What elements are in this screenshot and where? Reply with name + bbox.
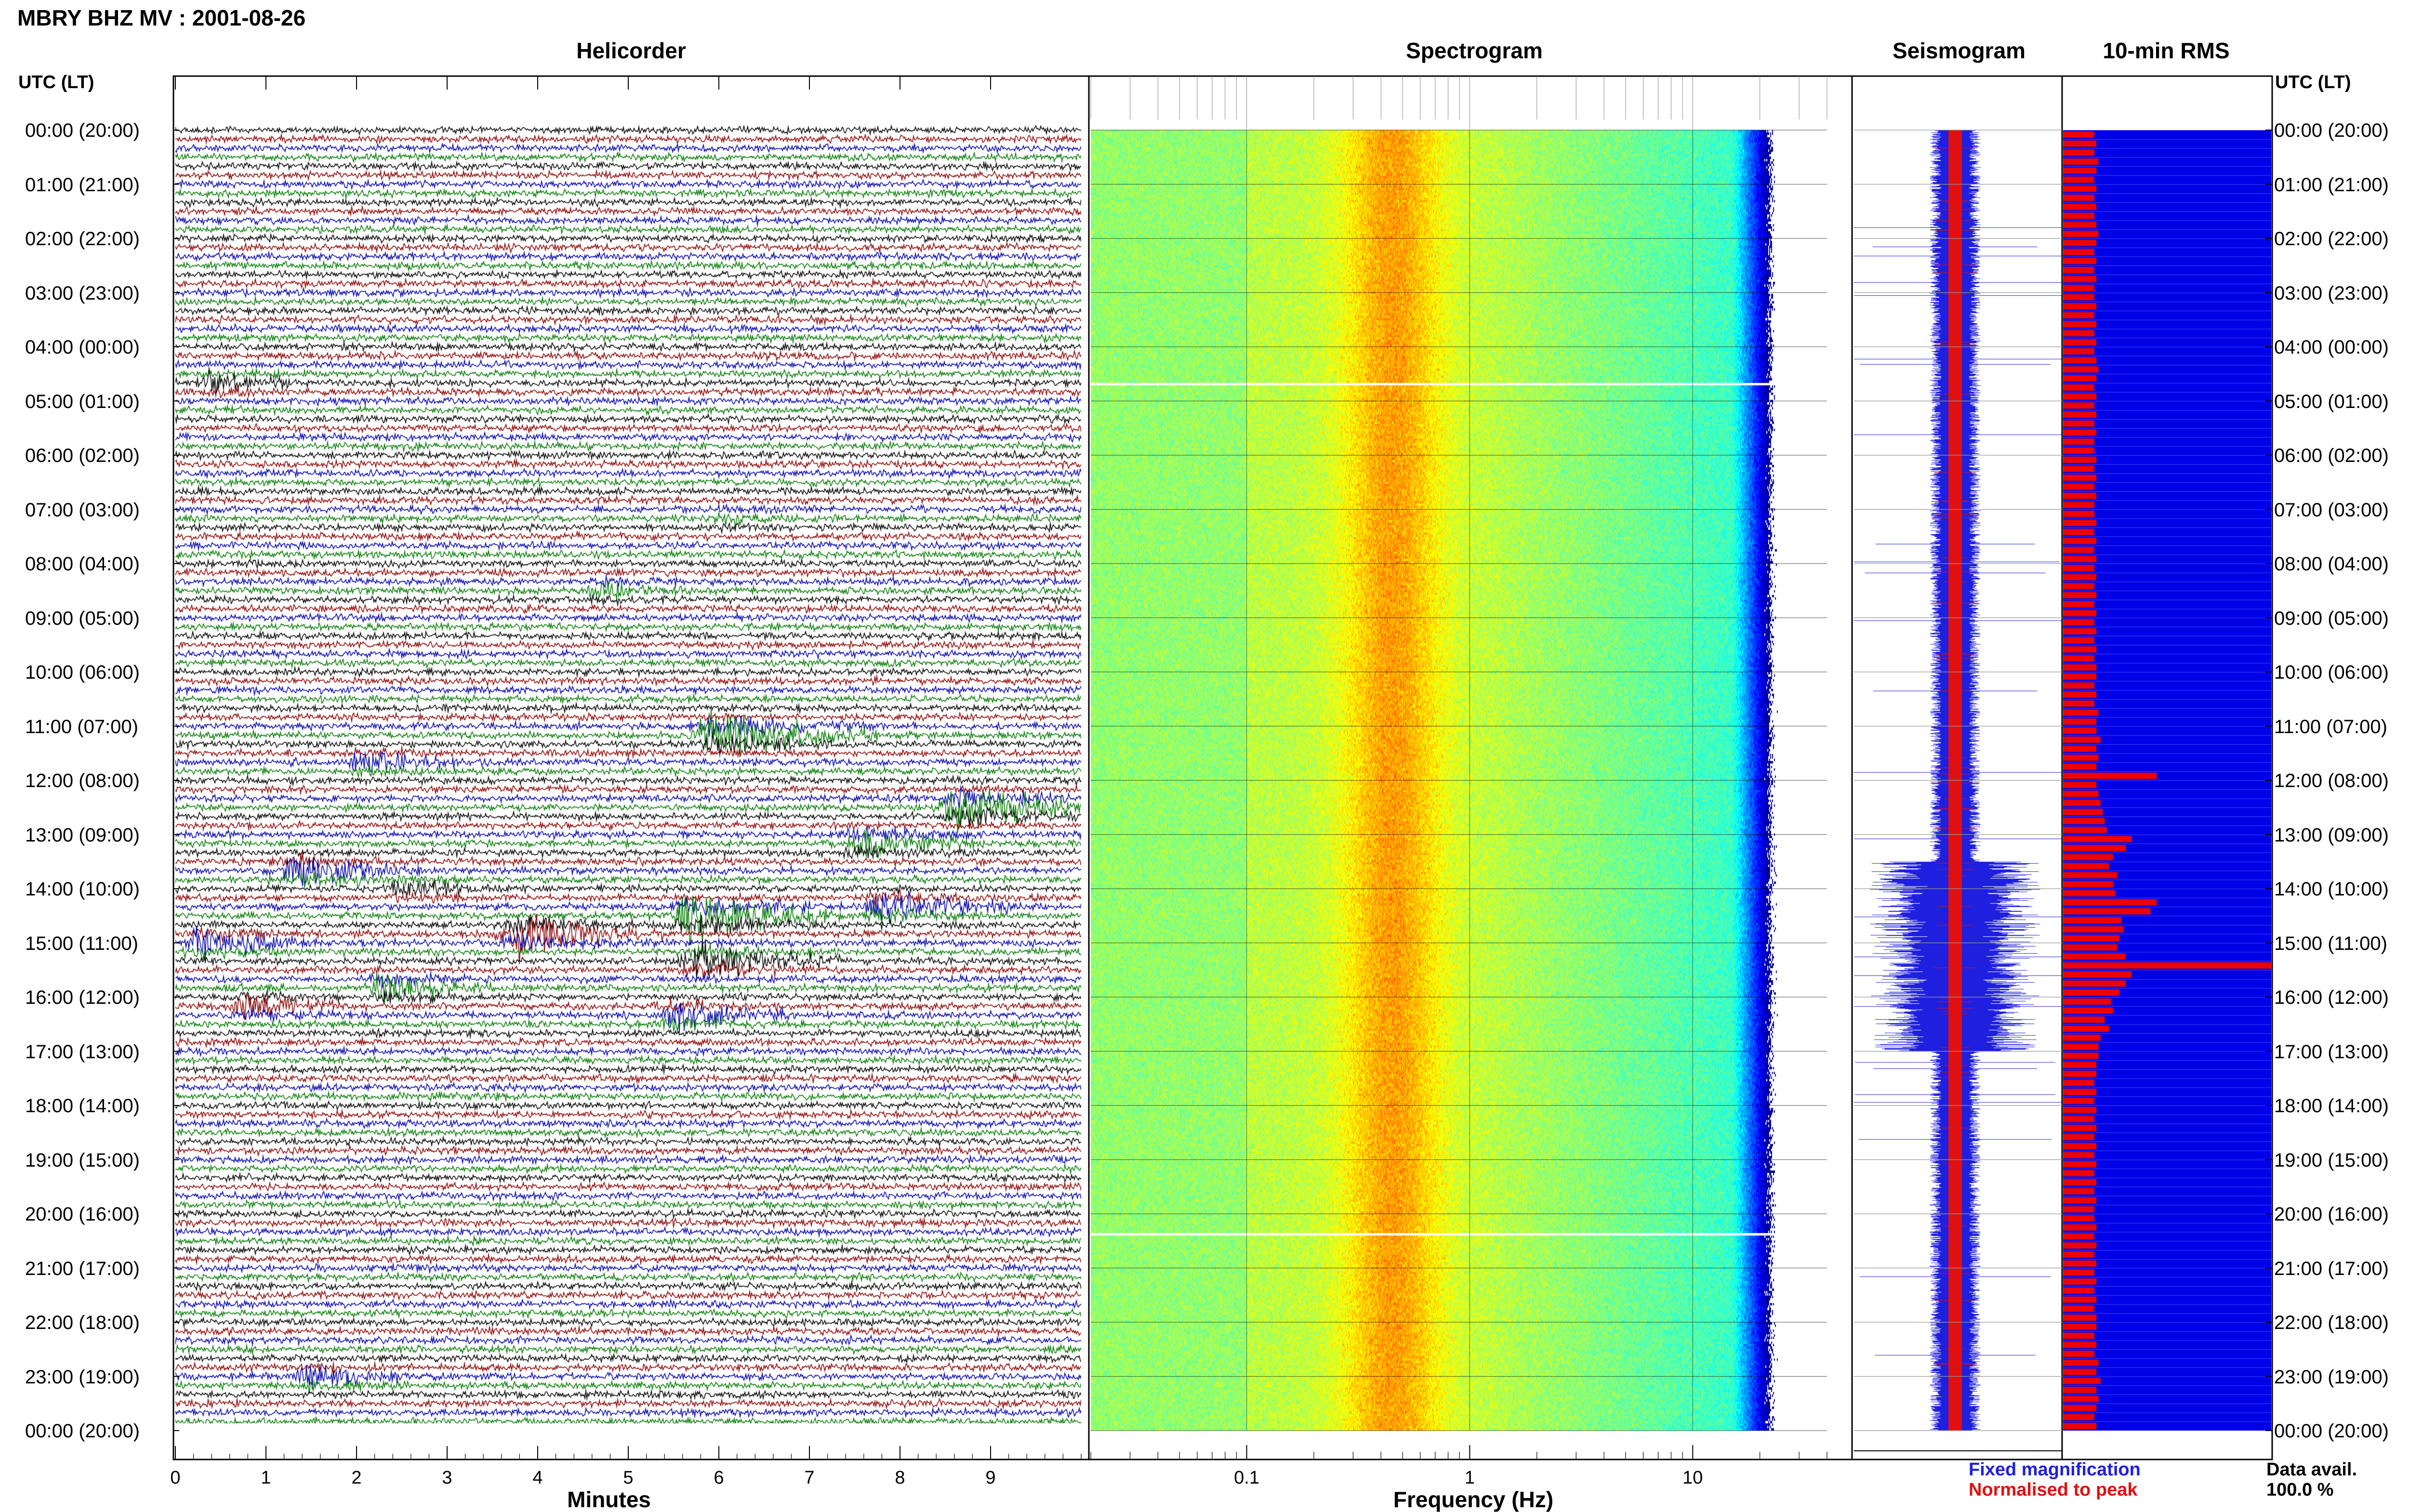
right-time-label: 16:00 (12:00) [2274,987,2389,1008]
minute-tick-label: 4 [532,1468,543,1488]
right-time-label: 02:00 (22:00) [2274,228,2389,250]
minute-tick-label: 2 [351,1468,361,1488]
minute-tick-label: 5 [623,1468,633,1488]
left-time-label: 08:00 (04:00) [25,553,140,575]
spectrogram-title: Spectrogram [1406,38,1543,63]
right-time-label: 14:00 (10:00) [2274,879,2389,900]
left-time-label: 01:00 (21:00) [25,174,140,196]
rms-frame [2061,75,2273,1460]
minute-tick-label: 0 [170,1468,180,1488]
right-time-label: 19:00 (15:00) [2274,1149,2389,1171]
right-time-label: 20:00 (16:00) [2274,1204,2389,1225]
right-time-label: 10:00 (06:00) [2274,662,2389,683]
right-time-label: 15:00 (11:00) [2274,933,2387,954]
left-time-label: 16:00 (12:00) [25,987,140,1008]
right-time-label: 07:00 (03:00) [2274,499,2389,521]
left-time-header: UTC (LT) [18,72,94,92]
left-time-label: 00:00 (20:00) [25,120,140,141]
left-time-label: 07:00 (03:00) [25,499,140,521]
right-time-label: 00:00 (20:00) [2274,1420,2389,1442]
left-time-label: 10:00 (06:00) [25,662,140,683]
left-time-label: 21:00 (17:00) [25,1258,140,1279]
left-time-label: 23:00 (19:00) [25,1366,140,1388]
right-time-label: 21:00 (17:00) [2274,1258,2389,1279]
right-time-label: 17:00 (13:00) [2274,1041,2389,1063]
rms-bars [2063,130,2271,1431]
minute-tick-label: 7 [804,1468,814,1488]
legend-normalised-to-peak: Normalised to peak [1969,1480,2138,1500]
minute-tick-label: 6 [714,1468,724,1488]
minute-tick-label: 8 [895,1468,905,1488]
right-time-label: 03:00 (23:00) [2274,282,2389,304]
left-time-label: 09:00 (05:00) [25,607,140,629]
left-time-label: 17:00 (13:00) [25,1041,140,1063]
right-time-label: 05:00 (01:00) [2274,391,2389,412]
left-time-label: 14:00 (10:00) [25,879,140,900]
data-availability-value: 100.0 % [2266,1480,2334,1500]
helicorder-title: Helicorder [576,38,686,63]
seismogram-frame [1851,75,2063,1460]
left-time-label: 04:00 (00:00) [25,337,140,358]
right-time-label: 01:00 (21:00) [2274,174,2389,196]
right-time-label: 00:00 (20:00) [2274,120,2389,141]
left-time-label: 05:00 (01:00) [25,391,140,412]
right-time-label: 23:00 (19:00) [2274,1366,2389,1388]
frequency-tick-label: 10 [1682,1468,1703,1488]
left-time-label: 13:00 (09:00) [25,824,140,846]
minute-tick-label: 3 [442,1468,452,1488]
seismogram-title: Seismogram [1892,38,2026,63]
minute-tick-label: 9 [985,1468,995,1488]
right-time-label: 04:00 (00:00) [2274,337,2389,358]
left-time-label: 03:00 (23:00) [25,282,140,304]
left-time-label: 19:00 (15:00) [25,1149,140,1171]
legend-fixed-magnification: Fixed magnification [1969,1459,2141,1480]
frequency-tick-label: 0.1 [1234,1468,1259,1488]
left-time-label: 02:00 (22:00) [25,228,140,250]
minutes-axis-label: Minutes [567,1487,651,1512]
right-time-label: 06:00 (02:00) [2274,445,2389,466]
figure-title: MBRY BHZ MV : 2001-08-26 [17,5,306,30]
minute-tick-label: 1 [261,1468,271,1488]
left-time-label: 18:00 (14:00) [25,1095,140,1117]
left-time-label: 22:00 (18:00) [25,1312,140,1333]
frequency-axis-label: Frequency (Hz) [1393,1487,1554,1512]
helicorder-frame [172,75,1090,1460]
data-availability-label: Data avail. [2266,1459,2357,1480]
rms-title: 10-min RMS [2103,38,2230,63]
right-time-label: 11:00 (07:00) [2274,716,2387,737]
left-time-label: 12:00 (08:00) [25,770,140,791]
right-time-label: 08:00 (04:00) [2274,553,2389,575]
left-time-label: 06:00 (02:00) [25,445,140,466]
right-time-label: 09:00 (05:00) [2274,607,2389,629]
left-time-label: 11:00 (07:00) [25,716,138,737]
right-time-label: 22:00 (18:00) [2274,1312,2389,1333]
spectrogram-frame [1088,75,1853,1460]
left-time-label: 00:00 (20:00) [25,1420,140,1442]
right-time-header: UTC (LT) [2275,72,2351,92]
right-time-label: 18:00 (14:00) [2274,1095,2389,1117]
left-time-label: 15:00 (11:00) [25,933,138,954]
helicorder-traces [175,123,1081,1423]
left-time-label: 20:00 (16:00) [25,1204,140,1225]
right-time-label: 12:00 (08:00) [2274,770,2389,791]
frequency-tick-label: 1 [1465,1468,1475,1488]
right-time-label: 13:00 (09:00) [2274,824,2389,846]
